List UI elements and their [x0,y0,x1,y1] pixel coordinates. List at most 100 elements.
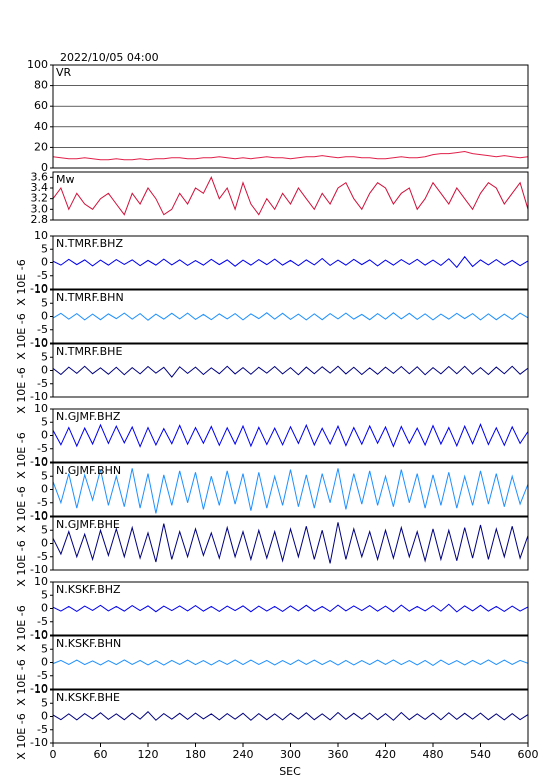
trace [52,522,529,564]
trace [52,255,529,269]
chart-title: 2022/10/05 04:00 [60,51,159,64]
panel-frame [52,635,529,690]
panel-frame [52,235,529,290]
y-tick-label: 10 [34,283,48,296]
y-tick-label: -10 [30,282,48,295]
y-tick-label: 5 [41,242,48,255]
trace [52,603,529,613]
y-tick-label: -5 [37,723,48,736]
y-tick-label: 10 [34,402,48,415]
y-tick-label: -10 [30,336,48,349]
y-tick-label: 0 [41,310,48,323]
y-tick-label: 10 [34,629,48,642]
y-tick-label: -5 [37,550,48,563]
x-tick-label: 540 [470,748,491,761]
y-tick-label: 0 [41,364,48,377]
y-unit-label: X 10E -6 [15,540,28,586]
y-tick-label: 0 [41,710,48,723]
y-tick-label: 3.4 [31,181,49,194]
y-tick-label: 20 [34,140,48,153]
panel-label: N.KSKF.BHZ [56,583,121,596]
panel-frame [52,516,529,571]
y-tick-label: 0 [41,537,48,550]
x-tick-label: 0 [50,748,57,761]
panel-label: N.KSKF.BHE [56,691,120,704]
y-unit-label: X 10E -6 [15,432,28,478]
trace [52,176,529,216]
y-tick-label: 5 [41,415,48,428]
y-tick-label: -10 [30,736,48,749]
y-tick-label: 5 [41,350,48,363]
y-tick-label: 0 [41,429,48,442]
panel-label: N.GJMF.BHE [56,518,120,531]
panel-frame [52,689,529,744]
y-tick-label: 10 [34,575,48,588]
y-tick-label: 10 [34,510,48,523]
y-tick-label: 5 [41,696,48,709]
y-unit-label: X 10E -6 [15,259,28,305]
y-tick-label: 80 [34,79,48,92]
x-tick-label: 240 [233,748,254,761]
y-tick-label: 5 [41,296,48,309]
x-tick-label: 180 [185,748,206,761]
y-tick-label: 100 [27,58,48,71]
panel-frame [52,343,529,398]
y-tick-label: -10 [30,682,48,695]
trace [52,312,529,321]
panel-frame [52,462,529,517]
panel-label: N.GJMF.BHN [56,464,121,477]
panel-label: Mw [56,173,75,186]
trace [52,710,529,721]
y-tick-label: 2.8 [31,213,49,226]
y-tick-label: 40 [34,120,48,133]
y-tick-label: -10 [30,390,48,403]
y-tick-label: -10 [30,563,48,576]
panel-label: N.KSKF.BHN [56,637,121,650]
x-tick-label: 420 [375,748,396,761]
x-tick-label: 300 [280,748,301,761]
panel-frame [52,64,529,169]
y-tick-label: 3.0 [31,202,49,215]
panel-label: N.TMRF.BHE [56,345,122,358]
y-unit-label: X 10E -6 [15,713,28,759]
y-unit-label: X 10E -6 [15,659,28,705]
y-unit-label: X 10E -6 [15,486,28,532]
y-tick-label: -10 [30,509,48,522]
trace [52,365,529,378]
panel-label: N.GJMF.BHZ [56,410,121,423]
y-tick-label: -5 [37,496,48,509]
y-tick-label: -10 [30,455,48,468]
panel-frame [52,289,529,344]
x-tick-label: 60 [94,748,108,761]
trace [52,150,529,161]
y-tick-label: 60 [34,99,48,112]
x-tick-label: 480 [423,748,444,761]
y-tick-label: -5 [37,323,48,336]
y-tick-label: 10 [34,456,48,469]
y-tick-label: 0 [41,602,48,615]
y-tick-label: -5 [37,377,48,390]
y-unit-label: X 10E -6 [15,605,28,651]
panel-frame [52,408,529,463]
panel-label: N.TMRF.BHN [56,291,124,304]
y-tick-label: -5 [37,669,48,682]
trace [52,468,529,514]
y-tick-label: 0 [41,256,48,269]
x-tick-label: 360 [328,748,349,761]
y-unit-label: X 10E -6 [15,367,28,413]
y-tick-label: 0 [41,483,48,496]
y-tick-label: -10 [30,628,48,641]
y-tick-label: 3.6 [31,170,49,183]
y-tick-label: 10 [34,229,48,242]
y-unit-label: X 10E -6 [15,313,28,359]
y-tick-label: 10 [34,337,48,350]
y-tick-label: 5 [41,469,48,482]
y-tick-label: 0 [41,161,48,174]
x-axis-label: SEC [279,765,301,778]
panel-label: VR [56,66,72,79]
y-tick-label: 5 [41,523,48,536]
y-tick-label: 10 [34,683,48,696]
y-tick-label: -5 [37,615,48,628]
y-tick-label: -5 [37,269,48,282]
